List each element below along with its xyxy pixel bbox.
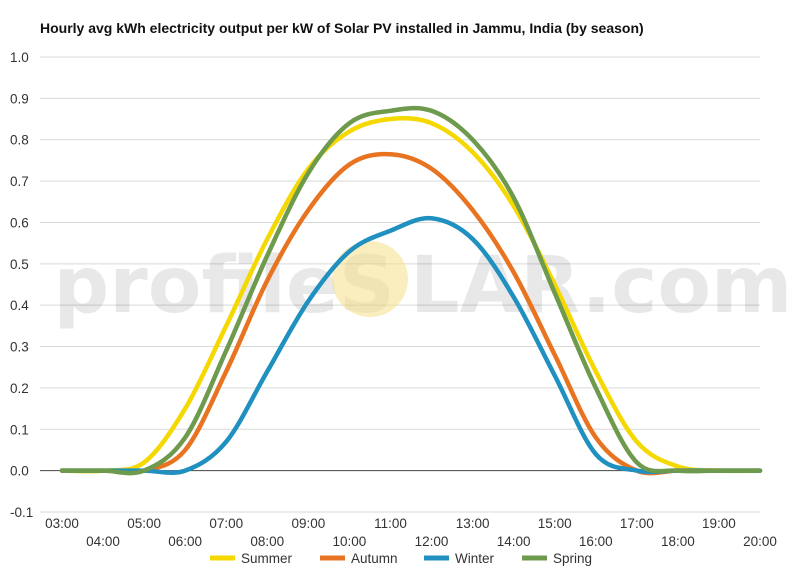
y-tick-label: 0.8 <box>10 133 29 148</box>
x-tick-label: 12:00 <box>415 534 449 549</box>
watermark-text-right: LAR.com <box>410 241 792 331</box>
x-tick-label: 04:00 <box>86 534 120 549</box>
x-tick-label: 07:00 <box>209 516 243 531</box>
x-tick-label: 03:00 <box>45 516 79 531</box>
y-tick-label: 0.9 <box>10 91 29 106</box>
series-line-summer <box>59 116 763 474</box>
y-tick-label: 0.4 <box>10 298 29 313</box>
legend-label-autumn: Autumn <box>351 551 398 566</box>
y-tick-label: 0.7 <box>10 174 29 189</box>
legend: Summer Autumn Winter Spring <box>210 551 592 566</box>
y-tick-label: 0.3 <box>10 340 29 355</box>
x-tick-label: 06:00 <box>168 534 202 549</box>
x-tick-label: 17:00 <box>620 516 654 531</box>
x-tick-label: 09:00 <box>291 516 325 531</box>
chart-title: Hourly avg kWh electricity output per kW… <box>40 20 644 36</box>
x-tick-label: 08:00 <box>250 534 284 549</box>
x-tick-label: 19:00 <box>702 516 736 531</box>
x-tick-label: 14:00 <box>497 534 531 549</box>
x-tick-label: 05:00 <box>127 516 161 531</box>
legend-label-summer: Summer <box>241 551 293 566</box>
y-tick-label: 0.0 <box>10 464 29 479</box>
x-tick-label: 11:00 <box>374 516 407 531</box>
x-tick-label: 15:00 <box>538 516 572 531</box>
y-tick-label: 0.2 <box>10 381 29 396</box>
watermark: profileS LAR.com <box>53 241 792 331</box>
x-tick-label: 16:00 <box>579 534 613 549</box>
series-lines <box>59 105 763 476</box>
legend-label-spring: Spring <box>553 551 592 566</box>
legend-label-winter: Winter <box>455 551 495 566</box>
series-line-winter <box>59 215 763 476</box>
x-tick-label: 18:00 <box>661 534 695 549</box>
y-tick-label: 0.6 <box>10 215 29 230</box>
x-tick-label: 13:00 <box>456 516 490 531</box>
y-tick-label: 0.1 <box>10 422 29 437</box>
series-line-spring <box>59 105 763 476</box>
y-tick-label: 0.5 <box>10 257 29 272</box>
watermark-sun-icon <box>332 241 408 317</box>
x-axis-ticks: 03:00 04:00 05:00 06:00 07:00 08:00 09:00 10:00… <box>45 516 777 549</box>
x-tick-label: 10:00 <box>333 534 367 549</box>
y-tick-label: 1.0 <box>10 50 29 65</box>
x-tick-label: 20:00 <box>743 534 777 549</box>
y-axis-ticks: 1.0 0.9 0.8 0.7 0.6 0.5 0.4 0.3 0.2 0.1 0.0 -0.1 <box>10 50 33 520</box>
y-tick-label: -0.1 <box>10 505 33 520</box>
